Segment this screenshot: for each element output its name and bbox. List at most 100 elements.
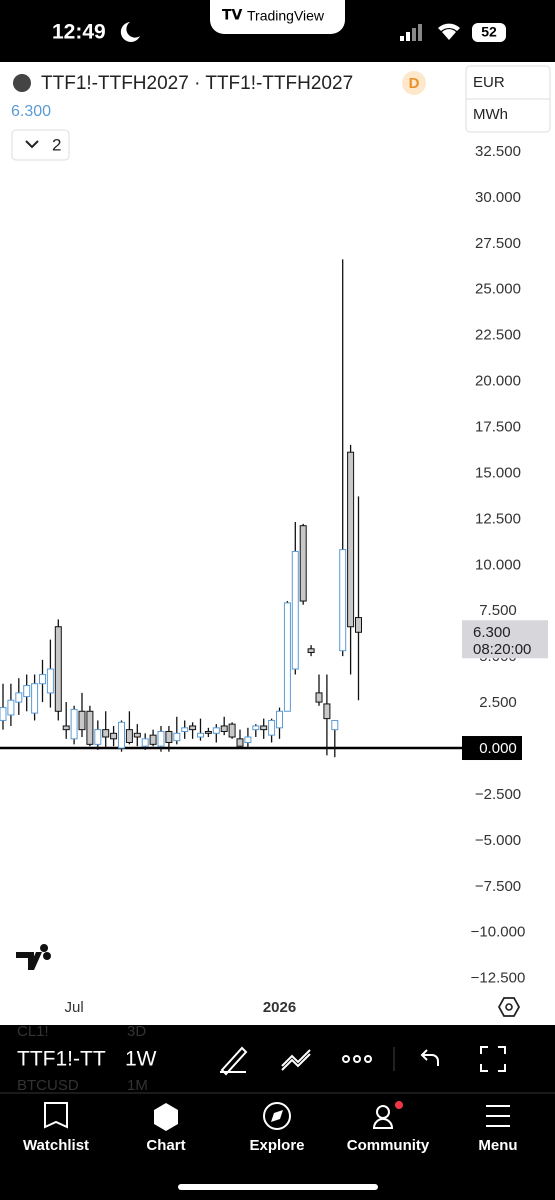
- candle-body: [46, 668, 54, 694]
- candle-body: [268, 719, 276, 736]
- y-tick-label: 27.500: [475, 235, 521, 252]
- candle-body: [181, 727, 189, 732]
- y-tick-label: 22.500: [475, 327, 521, 344]
- y-tick-label: −2.500: [475, 786, 521, 803]
- candle-body: [78, 710, 86, 731]
- candle-body: [39, 674, 46, 685]
- candle-body: [173, 732, 181, 742]
- countdown: 08:20:00: [473, 641, 531, 658]
- candle-body: [189, 725, 197, 731]
- candle-body: [62, 725, 70, 731]
- y-tick-label: 15.000: [475, 464, 521, 481]
- indicators-toggle[interactable]: [11, 129, 70, 161]
- candle-body: [165, 730, 173, 744]
- y-tick-label: 30.000: [475, 189, 521, 206]
- undo-icon[interactable]: [420, 1049, 439, 1066]
- candle-body: [347, 451, 355, 628]
- ghost-interval: 3D: [127, 1023, 146, 1040]
- last-price-bg: [462, 620, 548, 659]
- more-icon[interactable]: [342, 1055, 372, 1063]
- y-tick-label: 10.000: [475, 556, 521, 573]
- candle-body: [94, 729, 102, 745]
- candle-body: [7, 699, 15, 716]
- candle-body: [276, 710, 283, 729]
- settings-icon[interactable]: [497, 997, 521, 1017]
- wifi-icon: [438, 23, 460, 40]
- nav-label[interactable]: Explore: [249, 1137, 304, 1154]
- candle-body: [204, 730, 212, 734]
- candle-body: [283, 602, 291, 712]
- candle-body: [299, 525, 307, 602]
- moon-icon: [120, 22, 140, 42]
- candle-body: [0, 707, 7, 721]
- last-price-label: 6.300: [473, 624, 511, 641]
- chevron: [25, 140, 39, 149]
- indicators-count: 2: [52, 135, 61, 154]
- draw-icon[interactable]: [220, 1046, 248, 1076]
- symbol-logo: [13, 74, 31, 92]
- nav-label[interactable]: Chart: [146, 1137, 185, 1154]
- fullscreen-icon[interactable]: [480, 1046, 506, 1072]
- y-tick-label: −10.000: [471, 924, 526, 941]
- candle-body: [291, 550, 299, 670]
- candle-body: [307, 648, 315, 653]
- battery: [472, 23, 506, 42]
- candle-body: [331, 719, 339, 731]
- candle-body: [102, 729, 110, 738]
- signal-icon: [400, 24, 422, 41]
- notification-dot: [395, 1101, 403, 1109]
- candle-body: [141, 738, 149, 747]
- candle-body: [110, 732, 118, 740]
- y-tick-label: 20.000: [475, 373, 521, 390]
- candle-body: [339, 549, 347, 652]
- toolbar: [0, 1025, 555, 1093]
- symbol-title: TTF1!-TTFH2027 · TTF1!-TTFH2027: [41, 73, 353, 94]
- explore-icon[interactable]: [263, 1102, 291, 1130]
- interval-badge: D: [409, 75, 420, 92]
- nav-label[interactable]: Menu: [478, 1137, 517, 1154]
- app-pill: [210, 0, 345, 34]
- candle-body: [355, 617, 362, 633]
- menu-icon[interactable]: [486, 1105, 510, 1127]
- candle-body: [323, 703, 331, 720]
- candle-body: [125, 729, 133, 744]
- candle-body: [212, 727, 220, 734]
- nav-label[interactable]: Community: [347, 1137, 430, 1154]
- settings-icon-dot: [505, 1003, 513, 1011]
- x-tick-label: 2026: [263, 999, 296, 1016]
- chart-icon[interactable]: [154, 1103, 178, 1131]
- candle-body: [54, 626, 62, 712]
- candle-body: [228, 723, 236, 738]
- candle-body: [86, 710, 94, 745]
- indicator-icon[interactable]: [281, 1049, 311, 1071]
- nav-label[interactable]: Watchlist: [23, 1137, 89, 1154]
- explore-needle: [271, 1110, 283, 1122]
- toolbar-symbol[interactable]: TTF1!-TT: [17, 1048, 106, 1071]
- candle-body: [15, 692, 23, 703]
- ghost-symbol: CL1!: [17, 1023, 49, 1040]
- currency: EUR: [473, 74, 505, 91]
- y-tick-label: 17.500: [475, 418, 521, 435]
- candle-body: [260, 725, 268, 731]
- interval-badge-bg: [402, 71, 426, 95]
- home-indicator: [178, 1184, 378, 1190]
- plot: 32.500 30.000 27.500 25.000 22.500 20.000 17.5…: [0, 143, 548, 1016]
- y-tick-label: 7.500: [479, 602, 517, 619]
- candle-body: [133, 732, 141, 738]
- zero-label-bg: [462, 736, 522, 761]
- candle-body: [31, 683, 39, 714]
- watchlist-icon[interactable]: [44, 1102, 68, 1129]
- toolbar-interval[interactable]: 1W: [125, 1048, 157, 1071]
- clock: 12:49: [52, 21, 106, 44]
- app-pill-text: TradingView: [247, 8, 325, 24]
- ghost-symbol: BTCUSD: [17, 1077, 79, 1094]
- y-tick-label: 32.500: [475, 143, 521, 160]
- tv-watermark-dot: [43, 952, 51, 960]
- candle-body: [197, 732, 204, 738]
- candle-body: [236, 738, 244, 747]
- tv-watermark: [16, 944, 49, 970]
- candle-body: [315, 692, 323, 703]
- candle-body: [149, 734, 157, 745]
- nav-bar: [0, 1093, 555, 1200]
